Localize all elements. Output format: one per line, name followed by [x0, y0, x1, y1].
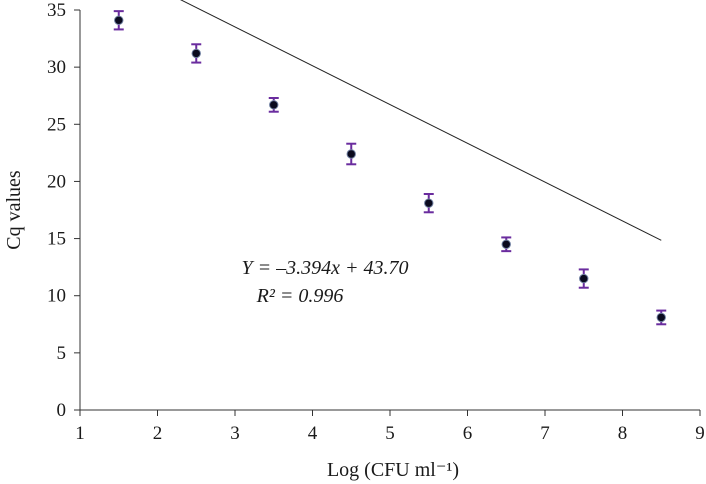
y-tick-label: 10	[47, 286, 66, 307]
trendline	[180, 0, 662, 241]
x-tick-label: 2	[153, 423, 163, 444]
data-point-group	[501, 236, 512, 253]
data-point-group	[346, 142, 357, 166]
y-tick-label: 30	[47, 57, 66, 78]
x-tick-label: 8	[618, 423, 628, 444]
r-squared-label: R² = 0.996	[256, 285, 344, 307]
data-point	[191, 48, 201, 59]
data-points	[113, 10, 667, 326]
y-axis-ticks: 0 5 10 15 20 25 30 35	[47, 0, 80, 421]
data-point-group	[191, 43, 202, 64]
data-point	[656, 312, 666, 323]
data-point	[114, 15, 124, 25]
data-point	[501, 239, 511, 249]
y-tick-label: 0	[57, 400, 67, 421]
data-point	[424, 198, 434, 208]
y-tick-label: 20	[47, 171, 66, 192]
x-tick-label: 3	[230, 423, 240, 444]
data-point-group	[423, 193, 434, 214]
x-axis-label: Log (CFU ml⁻¹)	[327, 459, 459, 481]
data-point	[269, 100, 279, 110]
data-point-group	[268, 97, 279, 113]
y-tick-label: 15	[47, 229, 66, 250]
y-tick-label: 5	[57, 343, 67, 364]
regression-equation: Y = –3.394x + 43.70	[242, 257, 409, 279]
data-point-group	[656, 309, 667, 326]
x-tick-label: 7	[540, 423, 550, 444]
x-tick-label: 9	[695, 423, 705, 444]
x-tick-label: 6	[463, 423, 473, 444]
y-tick-label: 25	[47, 114, 66, 135]
y-axis-label: Cq values	[3, 170, 25, 250]
data-point	[579, 273, 589, 284]
x-tick-label: 5	[385, 423, 395, 444]
data-point	[346, 149, 356, 159]
data-point-group	[578, 268, 589, 289]
x-tick-label: 1	[75, 423, 85, 444]
x-axis-ticks: 1 2 3 4 5 6 7 8 9	[75, 410, 705, 444]
y-tick-label: 35	[47, 0, 66, 21]
data-point-group	[113, 10, 124, 31]
x-tick-label: 4	[308, 423, 318, 444]
